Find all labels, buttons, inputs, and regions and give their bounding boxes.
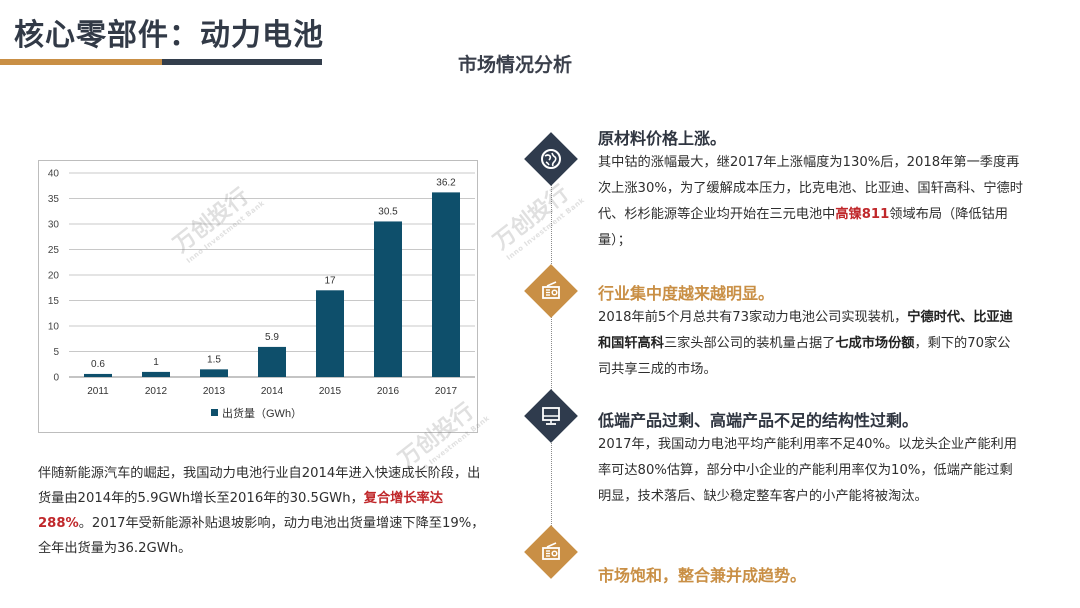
x-tick-label: 2014	[261, 386, 284, 397]
bar-value-label: 0.6	[91, 359, 105, 370]
title-underline-orange	[0, 59, 162, 65]
item1-heading: 原材料价格上涨。	[598, 129, 727, 148]
growth-highlight: 复合增长率达288%	[38, 491, 443, 531]
bar	[142, 371, 170, 377]
item2-heading: 行业集中度越来越明显。	[598, 284, 775, 303]
legend-label: 出货量（GWh）	[222, 406, 302, 420]
bar	[200, 369, 228, 377]
item4-heading: 市场饱和，整合兼并成趋势。	[598, 566, 807, 585]
bar-value-label: 17	[324, 275, 336, 286]
timeline-connector	[551, 150, 552, 560]
bar	[374, 221, 402, 377]
x-tick-label: 2012	[145, 386, 168, 397]
y-tick-label: 15	[48, 296, 60, 307]
y-tick-label: 40	[48, 169, 60, 180]
title-underline-dark	[162, 59, 322, 65]
y-tick-label: 30	[48, 220, 60, 231]
bar-value-label: 1.5	[207, 354, 221, 365]
chart-description: 伴随新能源汽车的崛起，我国动力电池行业自2014年进入快速成长阶段，出货量由20…	[38, 461, 488, 561]
bar-value-label: 1	[153, 357, 159, 368]
x-tick-label: 2016	[377, 386, 400, 397]
item1-body: 其中钴的涨幅最大，继2017年上涨幅度为130%后，2018年第一季度再次上涨3…	[598, 150, 1023, 254]
x-tick-label: 2011	[87, 386, 109, 397]
y-tick-label: 20	[48, 271, 60, 282]
monitor-icon	[524, 389, 578, 443]
shipment-bar-chart: 0 5 10 15 20 25 30 35 40 0.6 2011 1 2012 1.5 2013 5.9 20…	[38, 160, 478, 433]
y-tick-label: 5	[53, 347, 59, 358]
watermark-subtitle: Inno Investment Bank	[505, 196, 587, 262]
item1-highlight: 高镍811	[835, 207, 890, 222]
chart-canvas: 0 5 10 15 20 25 30 35 40 0.6 2011 1 2012 1.5 2013 5.9 20…	[48, 169, 475, 420]
description-text: 伴随新能源汽车的崛起，我国动力电池行业自2014年进入快速成长阶段，出货量由20…	[38, 466, 481, 506]
y-tick-label: 35	[48, 194, 60, 205]
item1-text: 其中钴的涨幅最大，继2017年上涨幅度为130%后，2018年第一季度再次上涨3…	[598, 155, 1023, 222]
page-title: 核心零部件：动力电池	[14, 18, 324, 53]
x-tick-label: 2017	[435, 386, 458, 397]
watermark-text: 万创投行	[489, 181, 574, 255]
radio-icon	[524, 525, 578, 579]
item3-body: 2017年，我国动力电池平均产能利用率不足40%。以龙头企业产能利用率可达80%…	[598, 437, 1017, 504]
item2-body: 2018年前5个月总共有73家动力电池公司实现装机，宁德时代、比亚迪和国轩高科三…	[598, 305, 1023, 383]
y-tick-label: 10	[48, 322, 60, 333]
radio-icon	[524, 264, 578, 318]
item3-heading: 低端产品过剩、高端产品不足的结构性过剩。	[598, 411, 919, 430]
bar-value-label: 36.2	[436, 177, 456, 188]
bar	[432, 192, 460, 377]
item1-text-2: 领域布局（降低钴用量）；	[598, 207, 1008, 248]
bar	[84, 373, 112, 377]
bar-value-label: 5.9	[265, 332, 279, 343]
y-tick-label: 0	[53, 373, 59, 384]
item2-bold-companies: 宁德时代、比亚迪和国轩高科	[598, 310, 1013, 351]
legend-swatch	[211, 409, 218, 416]
item2-text-2: 三家头部公司的装机量占据了	[663, 336, 836, 351]
section-title: 市场情况分析	[458, 54, 573, 76]
x-tick-label: 2013	[203, 386, 226, 397]
watermark: 万创投行 Inno Investment Bank	[489, 181, 607, 262]
item2-text-3: ，剩下的70家公司共享三成的市场。	[598, 336, 1011, 377]
description-text-2: 。2017年受新能源补贴退坡影响，动力电池出货量增速下降至19%，全年出货量为3…	[38, 516, 485, 556]
bar	[258, 346, 286, 377]
globe-icon	[524, 132, 578, 186]
x-tick-label: 2015	[319, 386, 342, 397]
item2-text: 2018年前5个月总共有73家动力电池公司实现装机，	[598, 310, 908, 325]
bar	[316, 290, 344, 377]
item2-bold-share: 七成市场份额	[835, 336, 915, 351]
bar-value-label: 30.5	[378, 206, 398, 217]
y-tick-label: 25	[48, 245, 60, 256]
